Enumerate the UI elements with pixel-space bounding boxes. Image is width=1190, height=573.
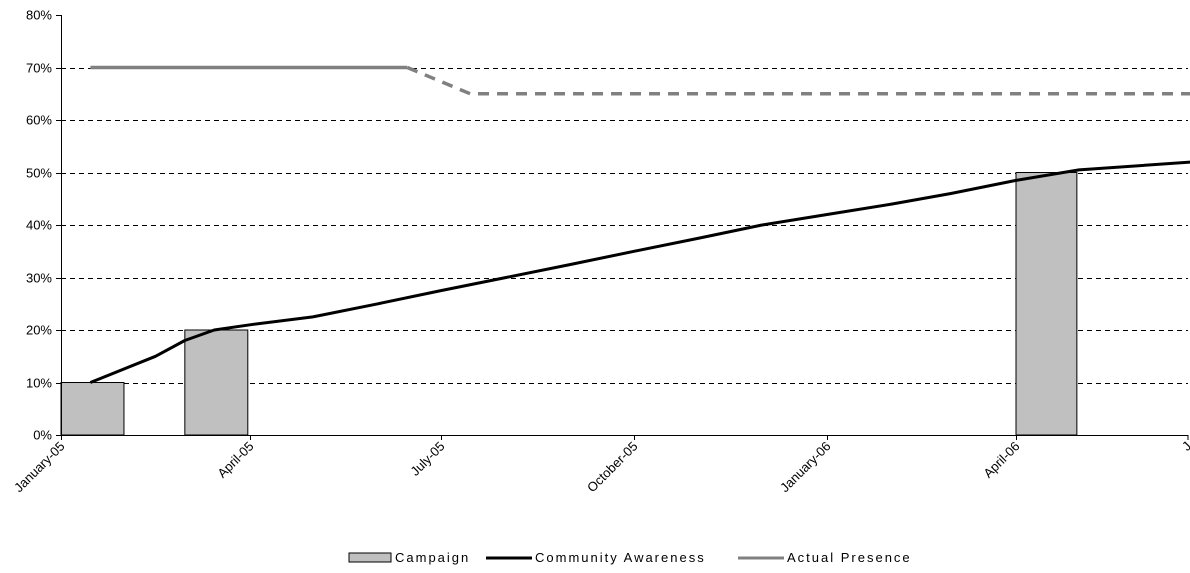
x-tick-label: January-05: [11, 439, 68, 496]
y-tick-label: 60%: [26, 113, 52, 128]
legend-swatch-campaign: [348, 552, 392, 563]
x-tick-label: July-05: [407, 439, 447, 479]
legend-label-community-awareness: Community Awareness: [535, 550, 706, 565]
series-lines: [89, 65, 1190, 384]
y-tick-label: 10%: [26, 376, 52, 391]
legend-label-actual-presence: Actual Presence: [787, 550, 912, 565]
x-tick-label: April-05: [214, 439, 256, 481]
legend-label-campaign: Campaign: [395, 550, 470, 565]
y-tick-label: 40%: [26, 218, 52, 233]
legend: Campaign Community Awareness Actual Presen…: [348, 550, 912, 565]
community-awareness-line: [89, 160, 1190, 384]
y-tick-label: 50%: [26, 166, 52, 181]
y-tick-label: 70%: [26, 61, 52, 76]
x-tick-label: April-06: [980, 439, 1022, 481]
x-tick-label: J: [1179, 439, 1190, 454]
actual-presence-projection-line: [406, 65, 1190, 96]
campaign-bars: [60, 172, 1078, 436]
x-tick-label: October-05: [584, 439, 641, 496]
gridlines: [61, 68, 1188, 384]
campaign-bar: [184, 329, 249, 436]
y-tick-label: 20%: [26, 323, 52, 338]
campaign-bar: [1015, 172, 1078, 436]
y-tick-label: 0%: [33, 428, 52, 443]
y-tick-label: 80%: [26, 8, 52, 23]
x-tick-label: January-06: [777, 439, 834, 496]
y-tick-label: 30%: [26, 271, 52, 286]
campaign-bar: [60, 382, 125, 436]
